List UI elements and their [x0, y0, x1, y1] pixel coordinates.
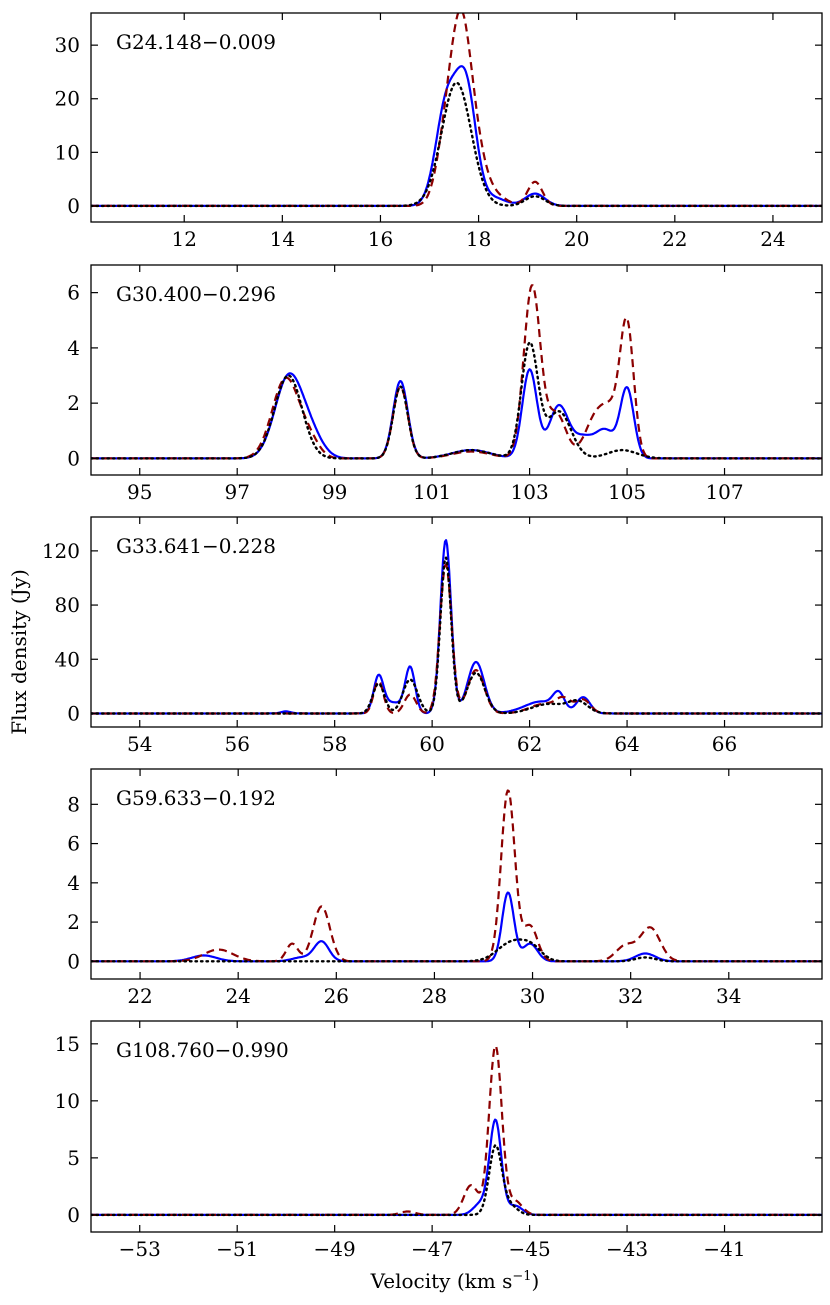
y-tick-label: 6	[67, 832, 80, 856]
y-tick-label: 30	[55, 33, 80, 57]
x-tick-label: 14	[270, 227, 295, 251]
x-tick-label: 22	[662, 227, 687, 251]
x-tick-label: 28	[422, 984, 447, 1008]
series-dotted	[91, 81, 822, 208]
x-axis-label-exponent: −1	[512, 1269, 531, 1284]
y-tick-label: 120	[42, 539, 80, 563]
x-tick-label: −51	[216, 1237, 258, 1261]
y-tick-label: 2	[67, 391, 80, 415]
source-name: G30.400−0.296	[116, 282, 276, 306]
series-solid	[91, 1118, 822, 1216]
series-solid	[91, 368, 822, 460]
x-tick-label: 105	[608, 480, 646, 504]
x-tick-label: 26	[324, 984, 349, 1008]
x-tick-label: −47	[411, 1237, 453, 1261]
x-tick-label: 107	[705, 480, 743, 504]
plot-frame	[90, 12, 823, 223]
x-tick-label: 97	[224, 480, 249, 504]
y-tick-label: 0	[67, 194, 80, 218]
panel-5: −53 −51 −49 −47 −45 −43 −41 0 5 10 15 G108.760−0.99…	[55, 1020, 823, 1261]
panel-2: 95 97 99 101 103 105 107 0 2 4 6 G30.400−0.296	[67, 264, 823, 504]
source-name: G108.760−0.990	[116, 1038, 289, 1062]
x-tick-label: 24	[760, 227, 785, 251]
y-tick-label: 4	[67, 336, 80, 360]
x-tick-label: 54	[127, 732, 152, 756]
series-solid	[91, 65, 822, 207]
series-dashed	[91, 1044, 822, 1216]
y-tick-label: 15	[55, 1032, 80, 1056]
x-axis-label: Velocity (km s−1)	[370, 1269, 540, 1293]
x-tick-label: 20	[564, 227, 589, 251]
x-axis-label-close: )	[532, 1269, 540, 1293]
source-name: G24.148−0.009	[116, 30, 276, 54]
x-tick-label: −43	[606, 1237, 648, 1261]
x-tick-label: 24	[225, 984, 250, 1008]
plot-frame	[90, 516, 823, 728]
plot-frame	[90, 768, 823, 980]
x-tick-label: 64	[614, 732, 639, 756]
y-tick-label: 0	[67, 1203, 80, 1227]
x-tick-label: 32	[618, 984, 643, 1008]
x-tick-label: 30	[520, 984, 545, 1008]
y-tick-label: 8	[67, 792, 80, 816]
x-tick-label: 62	[517, 732, 542, 756]
series-dotted	[91, 556, 822, 715]
y-tick-label: 6	[67, 281, 80, 305]
x-tick-label: 56	[224, 732, 249, 756]
x-tick-label: 22	[127, 984, 152, 1008]
x-tick-label: 66	[712, 732, 737, 756]
x-tick-label: 60	[419, 732, 444, 756]
series-dashed	[91, 789, 822, 963]
x-tick-label: 58	[322, 732, 347, 756]
y-tick-label: 20	[55, 87, 80, 111]
y-tick-label: 0	[67, 446, 80, 470]
panel-1: 12 14 16 18 20 22 24 0 10 20 30 G24.148−0.009	[55, 12, 823, 251]
plot-frame	[90, 1020, 823, 1233]
x-tick-label: 18	[466, 227, 491, 251]
x-tick-label: 12	[171, 227, 196, 251]
x-tick-label: −45	[508, 1237, 550, 1261]
y-tick-label: 2	[67, 910, 80, 934]
y-tick-label: 5	[67, 1146, 80, 1170]
panel-3: 54 56 58 60 62 64 66 0 40 80 120 G33.641−0.228	[42, 516, 823, 756]
series-dotted	[91, 938, 822, 963]
series-solid	[91, 891, 822, 963]
y-tick-label: 10	[55, 1089, 80, 1113]
x-tick-label: −53	[119, 1237, 161, 1261]
y-axis-label: Flux density (Jy)	[7, 569, 31, 735]
y-tick-label: 10	[55, 140, 80, 164]
y-tick-label: 0	[67, 949, 80, 973]
x-axis-label-main: Velocity (km s	[370, 1269, 513, 1293]
plot-frame	[90, 264, 823, 476]
x-tick-label: −41	[703, 1237, 745, 1261]
x-tick-label: 101	[413, 480, 451, 504]
y-tick-label: 40	[55, 647, 80, 671]
y-tick-label: 80	[55, 593, 80, 617]
series-dotted	[91, 1144, 822, 1217]
source-name: G33.641−0.228	[116, 534, 276, 558]
series-dotted	[91, 341, 822, 460]
x-tick-label: 16	[368, 227, 393, 251]
x-tick-label: 95	[127, 480, 152, 504]
x-tick-label: −49	[314, 1237, 356, 1261]
series-dashed	[91, 284, 822, 460]
y-tick-label: 4	[67, 871, 80, 895]
x-tick-label: 103	[511, 480, 549, 504]
x-tick-label: 99	[322, 480, 347, 504]
y-tick-label: 0	[67, 701, 80, 725]
x-tick-label: 34	[716, 984, 741, 1008]
series-solid	[91, 539, 822, 715]
source-name: G59.633−0.192	[116, 786, 276, 810]
